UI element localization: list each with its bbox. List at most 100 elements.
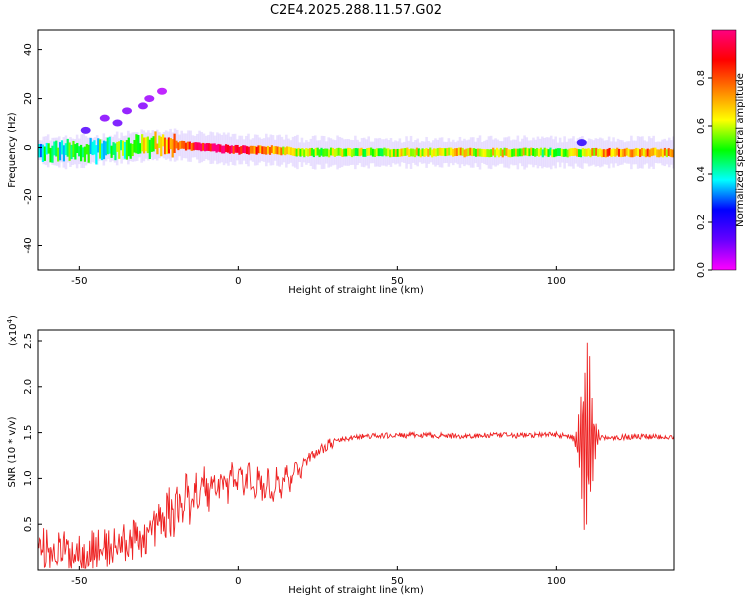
- spectrogram-ridge-cell: [368, 147, 371, 156]
- spectrogram-ridge-cell: [606, 148, 609, 157]
- spectrogram-ridge-cell: [284, 147, 287, 156]
- spectrogram-ridge-cell: [436, 148, 439, 156]
- spectrogram-ridge-cell: [570, 148, 573, 156]
- spectrogram-ridge-cell: [125, 140, 128, 160]
- spectrogram-ridge-cell: [364, 148, 367, 157]
- spectrogram-ridge-cell: [616, 147, 619, 156]
- spectrogram-ridge-cell: [68, 142, 71, 161]
- spectrogram-ridge-cell: [389, 149, 392, 158]
- spectrogram-ridge-cell: [181, 140, 184, 149]
- spectrogram-ridge-cell: [566, 149, 569, 158]
- spectrogram-ridge-cell: [465, 148, 468, 157]
- spectrogram-ridge-cell: [425, 147, 428, 156]
- y-tick-label: -40: [23, 237, 34, 253]
- spectrogram-ridge-cell: [108, 136, 111, 154]
- spectrogram-ridge-cell: [480, 148, 483, 157]
- spectrogram-ridge-cell: [589, 149, 592, 158]
- spectrogram-ridge-cell: [448, 147, 451, 156]
- spectrogram-ridge-cell: [564, 148, 567, 157]
- spectrogram-ridge-cell: [272, 146, 275, 155]
- spectrogram-ridge-cell: [53, 141, 56, 156]
- spectrogram-ridge-cell: [64, 143, 67, 156]
- spectrogram-ridge-cell: [70, 144, 73, 160]
- spectrogram-ridge-cell: [293, 148, 296, 157]
- spectrogram-ridge-cell: [671, 149, 674, 158]
- spectrogram-ridge-cell: [268, 147, 272, 155]
- spectrogram-ridge-cell: [295, 148, 298, 157]
- spectrogram-ridge-cell: [76, 142, 79, 154]
- spectrogram-ridge-cell: [354, 148, 357, 156]
- spectrogram-ridge-cell: [640, 147, 644, 156]
- spectrogram-ridge-cell: [320, 147, 323, 156]
- spectrogram-ridge-cell: [198, 142, 201, 151]
- spectrogram-ridge-cell: [633, 148, 636, 157]
- spectrogram-ridge-cell: [459, 147, 462, 156]
- spectrogram-ridge-cell: [507, 149, 510, 158]
- y-tick-label: 2.0: [23, 379, 34, 395]
- spectrogram-ridge-cell: [492, 147, 495, 156]
- colorbar-ticks: 0.0 0.2 0.4 0.6 0.8: [696, 70, 712, 278]
- spectrogram-ridge-cell: [629, 149, 632, 158]
- spectrogram-ridge-cell: [301, 148, 304, 156]
- spectrogram-ridge-cell: [453, 148, 457, 157]
- spectrogram-ridge-cell: [522, 147, 525, 156]
- spectrogram-ridge-cell: [297, 147, 300, 156]
- spectrogram-ridge-cell: [289, 147, 293, 156]
- spectrogram-ridge-cell: [121, 140, 125, 156]
- spectrogram-ridge-cell: [188, 141, 191, 150]
- spectrogram-ridge-cell: [137, 134, 140, 154]
- spectrogram-ridge-cell: [568, 148, 571, 157]
- spectrogram-ridge-cell: [303, 149, 306, 158]
- spectrogram-ridge-cell: [118, 141, 121, 159]
- colorbar-tick-label: 0.8: [696, 70, 707, 86]
- spectrogram-ridge-cell: [652, 147, 655, 156]
- spectrogram-ridge-cell: [642, 148, 646, 157]
- spectrogram-ridge-cell: [562, 149, 565, 157]
- spectrogram-x-ticks: -50 0 50 100: [71, 266, 566, 287]
- spectrogram-blob: [144, 95, 155, 103]
- y-tick-label: 40: [23, 43, 34, 56]
- spectrogram-ridge-cell: [310, 147, 314, 156]
- spectrogram-ridge-cell: [385, 148, 388, 157]
- spectrogram-ridge-cell: [165, 139, 169, 154]
- spectrogram-ridge-cell: [131, 143, 134, 157]
- spectrogram-ridge-cell: [524, 147, 527, 156]
- spectrogram-ridge-cell: [551, 149, 554, 158]
- spectrogram-ridge-cell: [619, 149, 623, 158]
- spectrogram-ridge-cell: [249, 145, 253, 154]
- spectrogram-ridge-cell: [366, 148, 369, 156]
- spectrogram-ridge-cell: [179, 141, 182, 149]
- spectrogram-ridge-cell: [146, 136, 149, 154]
- spectrogram-ridge-cell: [39, 143, 43, 158]
- spectrogram-ridge-cell: [236, 144, 239, 153]
- spectrogram-ridge-cell: [114, 143, 117, 161]
- spectrogram-ridge-cell: [375, 148, 378, 157]
- spectrogram-ridge-cell: [396, 148, 399, 157]
- spectrogram-ridge-cell: [120, 140, 123, 151]
- y-tick-label: 2.5: [23, 333, 34, 349]
- spectrogram-ridge-cell: [209, 143, 212, 152]
- spectrogram-ridge-cell: [438, 147, 441, 156]
- colorbar-tick-label: 0.4: [696, 166, 707, 182]
- spectrogram-ridge-cell: [286, 146, 289, 155]
- x-tick-label: -50: [71, 576, 87, 587]
- spectrogram-ridge-cell: [597, 148, 600, 157]
- spectrogram-ridge-cell: [87, 144, 90, 163]
- spectrogram-ridge-cell: [228, 145, 232, 154]
- spectrogram-ridge-cell: [116, 141, 119, 152]
- spectrogram-ridge-cell: [85, 144, 88, 155]
- spectrogram-ridge-cell: [572, 148, 575, 156]
- spectrogram-ridge-cell: [213, 143, 216, 152]
- spectrogram-ridge-cell: [390, 149, 394, 157]
- spectrogram-ridge-cell: [440, 147, 443, 156]
- spectrogram-ridge-cell: [163, 137, 167, 155]
- spectrogram-ridge-cell: [660, 148, 663, 157]
- snr-scale-label: (x104): [6, 315, 19, 346]
- spectrogram-ridge-cell: [648, 149, 651, 158]
- spectrogram-ridge-cell: [324, 148, 327, 157]
- spectrogram-ridge-cell: [144, 137, 148, 152]
- spectrogram-ridge-cell: [423, 148, 426, 157]
- spectrogram-ridge-cell: [520, 148, 523, 157]
- spectrogram-ridge-cell: [625, 147, 628, 156]
- spectrogram-ridge-cell: [581, 148, 585, 156]
